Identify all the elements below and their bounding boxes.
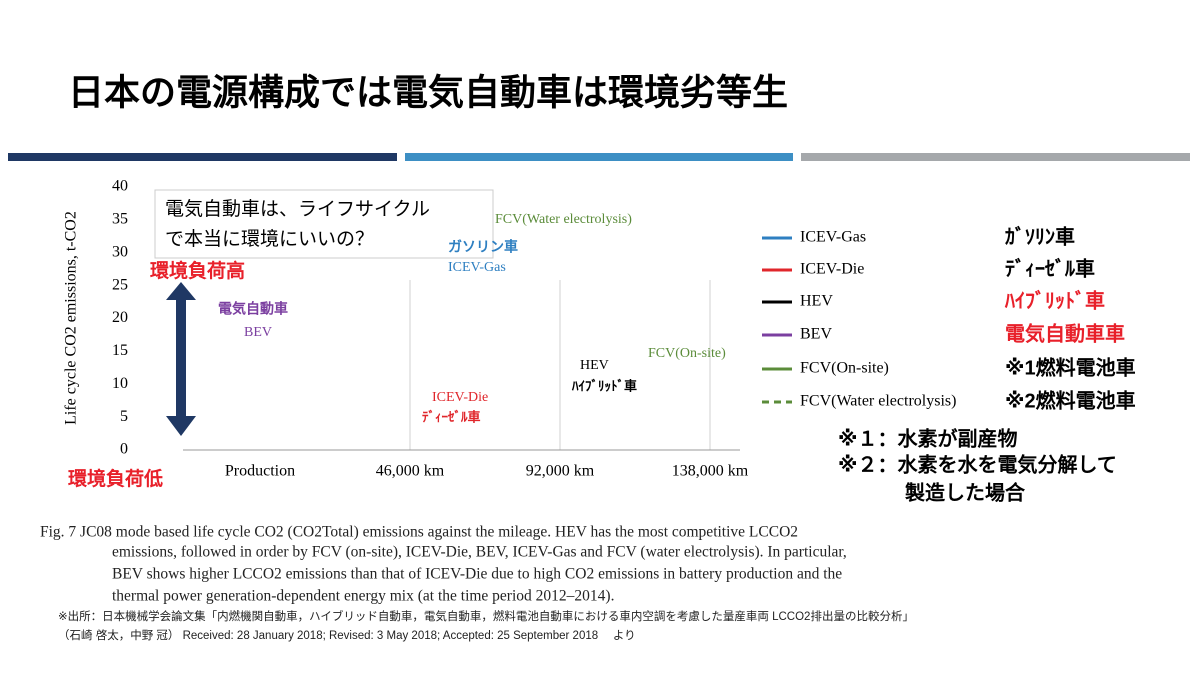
source: ※出所：日本機械学会論文集「内燃機関自動車，ハイブリッド自動車，電気自動車，燃料…: [58, 609, 914, 623]
legend-label: BEV: [800, 326, 832, 343]
annotation: ガソリン車: [448, 239, 518, 255]
annotation: BEV: [244, 325, 272, 340]
annotation: 電気自動車: [218, 301, 288, 317]
side-label: ※2燃料電池車: [1005, 388, 1136, 412]
annotation: 環境負荷高: [150, 259, 245, 282]
divider: [8, 153, 397, 161]
y-tick-label: 40: [112, 178, 128, 195]
note: ※１：水素が副産物: [838, 426, 1017, 450]
arrow-head: [166, 416, 196, 436]
annotation: ﾊｲﾌﾞﾘｯﾄﾞ車: [571, 378, 637, 393]
side-label: 電気自動車車: [1005, 321, 1125, 345]
legend-label: ICEV-Gas: [800, 229, 866, 246]
y-tick-label: 35: [112, 211, 128, 228]
side-label: ※1燃料電池車: [1005, 355, 1136, 379]
annotation: ﾃﾞｨｰｾﾞﾙ車: [422, 409, 481, 424]
note: ※２：水素を水を電気分解して: [838, 452, 1117, 476]
side-label: ﾃﾞｨｰｾﾞﾙ車: [1005, 256, 1095, 280]
annotation: HEV: [580, 358, 609, 373]
annotation: 電気自動車は、ライフサイクル: [165, 198, 430, 220]
annotation: FCV(Water electrolysis): [495, 212, 632, 227]
y-tick-label: 25: [112, 276, 128, 293]
caption: Fig. 7 JC08 mode based life cycle CO2 (C…: [40, 524, 798, 541]
annotation: 環境負荷低: [68, 467, 163, 490]
source: （石崎 啓太，中野 冠） Received: 28 January 2018; …: [58, 628, 636, 642]
note: 製造した場合: [905, 480, 1026, 504]
annotation: で本当に環境にいいの？: [165, 228, 374, 250]
x-tick-label: 46,000 km: [376, 463, 445, 480]
slide-title: 日本の電源構成では電気自動車は環境劣等生: [68, 72, 788, 113]
x-tick-label: 92,000 km: [526, 463, 595, 480]
legend-label: HEV: [800, 293, 833, 310]
y-tick-label: 0: [120, 441, 128, 458]
annotation: ICEV-Gas: [448, 260, 506, 275]
y-tick-label: 30: [112, 243, 128, 260]
legend-label: ICEV-Die: [800, 261, 864, 278]
side-label: ﾊｲﾌﾞﾘｯﾄﾞ車: [1004, 288, 1105, 312]
caption: BEV shows higher LCCO2 emissions than th…: [112, 566, 842, 583]
y-axis-label: Life cycle CO2 emissions, t-CO2: [63, 211, 80, 425]
arrow-head: [166, 282, 196, 300]
y-tick-label: 10: [112, 375, 128, 392]
callout-box: [154, 189, 494, 259]
y-tick-label: 5: [120, 408, 128, 425]
divider: [405, 153, 793, 161]
caption: thermal power generation-dependent energ…: [112, 588, 614, 605]
y-tick-label: 20: [112, 309, 128, 326]
x-tick-label: Production: [225, 463, 295, 480]
annotation: FCV(On-site): [648, 346, 726, 361]
x-tick-label: 138,000 km: [672, 463, 749, 480]
side-label: ｶﾞｿﾘﾝ車: [1005, 224, 1075, 248]
legend-label: FCV(On-site): [800, 360, 889, 377]
annotation: ICEV-Die: [432, 390, 488, 405]
legend-label: FCV(Water electrolysis): [800, 393, 956, 410]
y-tick-label: 15: [112, 342, 128, 359]
caption: emissions, followed in order by FCV (on-…: [112, 544, 847, 561]
divider: [801, 153, 1190, 161]
